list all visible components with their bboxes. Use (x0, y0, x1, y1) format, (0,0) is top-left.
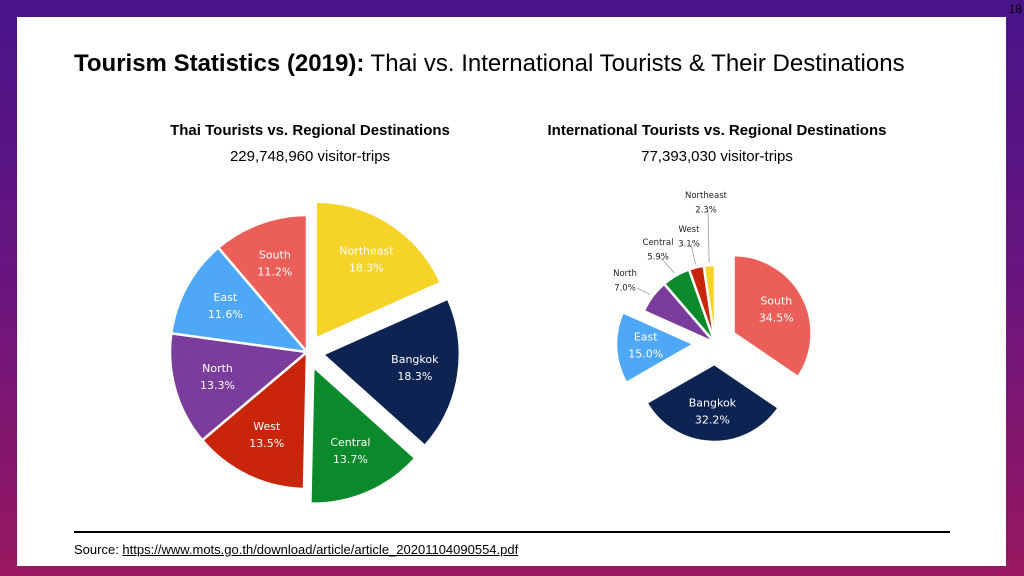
chart-title-intl: International Tourists vs. Regional Dest… (547, 122, 887, 139)
slice-label: Central (330, 436, 370, 449)
slice-label: South (259, 249, 291, 262)
slice-value: 2.3% (695, 206, 717, 216)
pie-1: South 34.5% Bangkok 32.2% East 15.0% North 7.0%… (613, 191, 813, 444)
slice-south (732, 253, 813, 379)
leader-line (659, 256, 675, 274)
slice-east (614, 310, 697, 385)
slice-value: 13.3% (200, 379, 235, 392)
slice-south (216, 213, 309, 356)
slice-label: West (253, 420, 281, 433)
slice-value: 34.5% (759, 312, 794, 325)
page-number: 18 (1008, 2, 1022, 16)
slice-value: 18.3% (349, 261, 384, 274)
slice-central (309, 363, 418, 505)
slice-label: West (679, 225, 701, 235)
slice-value: 11.2% (257, 266, 292, 279)
slide-panel (17, 17, 1006, 566)
slice-value: 18.3% (397, 370, 432, 383)
slice-east (169, 245, 311, 354)
leader-line (690, 243, 696, 265)
slice-value: 13.7% (333, 453, 368, 466)
slice-value: 15.0% (628, 347, 663, 360)
chart-subtitle-thai: 229,748,960 visitor-trips (229, 148, 391, 165)
leader-line (707, 209, 710, 263)
slide-title: Tourism Statistics (2019): Thai vs. Inte… (74, 50, 905, 78)
slice-value: 32.2% (695, 413, 730, 426)
slice-label: South (760, 295, 792, 308)
pie-0: Northeast 18.3% Bangkok 18.3% Central 13.7% We… (168, 200, 462, 505)
slice-label: Northeast (685, 191, 728, 201)
slice-bangkok (644, 362, 781, 444)
chart-title-thai: Thai Tourists vs. Regional Destinations (170, 122, 450, 139)
slice-north (168, 331, 310, 442)
slice-label: North (202, 362, 233, 375)
slice-label: East (213, 291, 237, 304)
slice-label: Central (643, 238, 674, 248)
slice-bangkok (320, 296, 462, 448)
slice-value: 3.1% (678, 240, 700, 250)
slice-value: 11.6% (208, 308, 243, 321)
slice-value: 13.5% (249, 437, 284, 450)
slice-west (200, 349, 309, 491)
slice-northeast (702, 263, 717, 344)
slice-value: 7.0% (614, 284, 636, 294)
slice-label: Northeast (339, 244, 394, 257)
slice-label: East (634, 330, 658, 343)
slice-northeast (314, 200, 443, 341)
slice-label: Bangkok (689, 396, 737, 409)
chart-subtitle-intl: 77,393,030 visitor-trips (641, 148, 793, 165)
slice-value: 5.9% (647, 253, 669, 263)
source-label: Source: (74, 542, 123, 557)
slice-label: Bangkok (391, 353, 439, 366)
source-link[interactable]: https://www.mots.go.th/download/article/… (122, 542, 519, 557)
source-line: Source: https://www.mots.go.th/download/… (74, 542, 518, 557)
title-bold: Tourism Statistics (2019): (74, 50, 365, 77)
leader-line (636, 287, 651, 295)
divider (74, 531, 950, 533)
slice-label: North (613, 269, 637, 279)
title-rest: Thai vs. International Tourists & Their … (364, 50, 905, 77)
